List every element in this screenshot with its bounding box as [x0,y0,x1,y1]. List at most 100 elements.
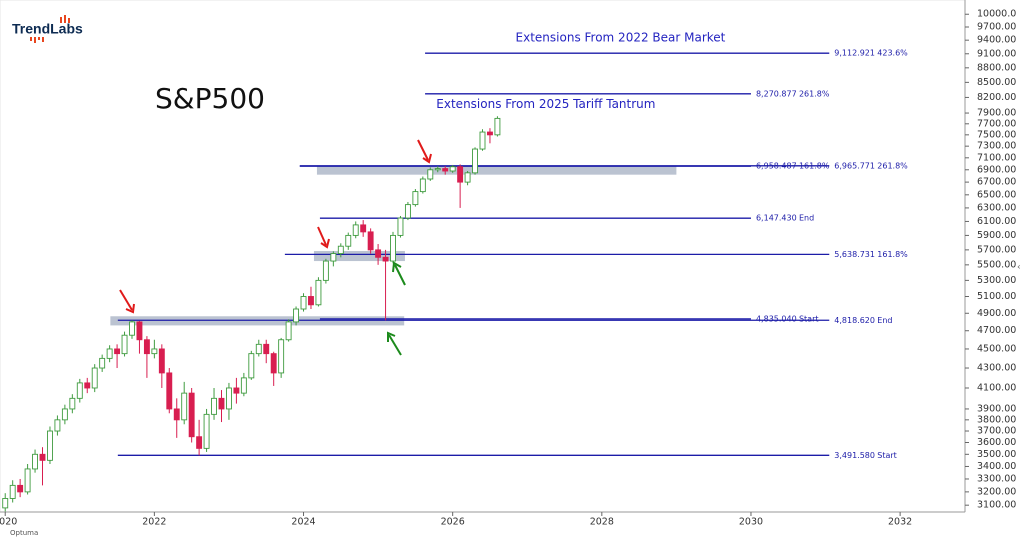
candle-body [143,339,150,355]
candle-body [278,339,285,374]
candle-body [121,334,128,355]
candle-body [233,387,240,394]
level-value: 9,112.921 [834,49,875,58]
candle-body [434,168,441,171]
y-tick-label: 4300.00 [977,363,1016,374]
y-tick-label: 3500.00 [977,449,1016,460]
y-tick-label: 6700.00 [977,177,1016,188]
level-value: 8,270.877 [756,89,797,98]
level-value: 6,147.430 [756,214,797,223]
candle-body [457,166,464,183]
candle-body [308,296,314,306]
y-tick-label: 8500.00 [977,77,1016,88]
candle-body [412,191,419,206]
y-tick-label: 6100.00 [977,216,1016,227]
candle-body [91,367,98,389]
x-tick-label: 2026 [441,517,465,528]
candle-body [293,308,300,323]
y-tick-label: 7300.00 [977,141,1016,152]
candle-body [442,168,449,172]
candle-body [181,392,188,421]
candle-body [464,172,471,183]
y-tick-label: 6500.00 [977,189,1016,200]
candle-body [382,256,389,262]
candle-body [300,296,307,310]
level-tag: 161.8% [877,250,908,259]
y-tick-label: 8800.00 [977,62,1016,73]
candle-body [17,484,24,493]
y-tick-label: 7100.00 [977,152,1016,163]
y-tick-label: 5900.00 [977,230,1016,241]
candle-body [494,117,501,136]
y-tick-label: 3300.00 [977,473,1016,484]
candle-body [345,234,352,247]
candle-body [61,408,68,421]
y-tick-label: 6900.00 [977,164,1016,175]
y-tick-label: 9100.00 [977,48,1016,59]
y-tick-label: 4100.00 [977,382,1016,393]
candle-body [419,178,426,193]
y-tick-label: 3700.00 [977,426,1016,437]
candle-body [2,498,9,509]
level-tag: End [877,316,892,325]
candle-body [54,419,61,432]
candle-body [151,348,158,355]
y-tick-label: 3600.00 [977,437,1016,448]
y-tick-label: 3800.00 [977,414,1016,425]
annotation: Extensions From 2025 Tariff Tantrum [436,97,655,111]
candle-body [240,377,247,394]
candle-body [270,353,277,374]
candle-body [106,348,113,359]
candle-body [375,249,382,258]
y-tick-label: 7500.00 [977,129,1016,140]
x-tick-label: 2032 [888,517,912,528]
candle-body [390,234,396,262]
candle-body [315,279,322,306]
y-tick-label: 9400.00 [977,35,1016,46]
candle-body [99,357,106,369]
x-tick-label: 2030 [739,517,763,528]
candle-body [76,382,83,399]
candle-body [24,468,31,493]
y-tick-label: 6300.00 [977,202,1016,213]
candle-body [39,453,46,461]
price-zone [313,250,405,262]
level-value: 6,965.771 [834,161,875,170]
candle-body [255,343,262,355]
y-tick-label: 4500.00 [977,343,1016,354]
level-value: 3,491.580 [834,451,875,460]
level-value: 4,818.620 [834,316,875,325]
y-tick-label: 10000.0 [977,9,1016,20]
level-value: 6,958.487 [756,162,797,171]
candle-body [136,321,143,341]
candle-body [352,224,359,236]
arrows [119,139,432,356]
candle-body [166,372,173,410]
level-tag: 423.6% [877,49,908,58]
x-tick-label: 2022 [142,517,166,528]
level-tag: 161.8% [799,162,830,171]
level-tag: End [799,214,814,223]
candle-body [397,217,404,236]
candle-body [225,387,232,410]
scroll-marker: ‹ [1017,263,1021,273]
candle-body [211,397,217,415]
y-tick-label: 3400.00 [977,461,1016,472]
y-tick-label: 8200.00 [977,92,1016,103]
candle-body [330,253,337,262]
price-zone [316,165,677,175]
candle-body [367,231,374,251]
candle-body [84,382,91,389]
candle-body [427,169,434,180]
candle-body [263,343,270,355]
x-tick-label: 2028 [590,517,614,528]
logo: TrendLabs [12,15,83,43]
y-tick-label: 5500.00 [977,259,1016,270]
candle-body [203,413,210,449]
candle-body [487,131,493,136]
y-tick-label: 4900.00 [977,308,1016,319]
brand: TrendLabs [12,21,83,37]
y-tick-label: 5700.00 [977,244,1016,255]
